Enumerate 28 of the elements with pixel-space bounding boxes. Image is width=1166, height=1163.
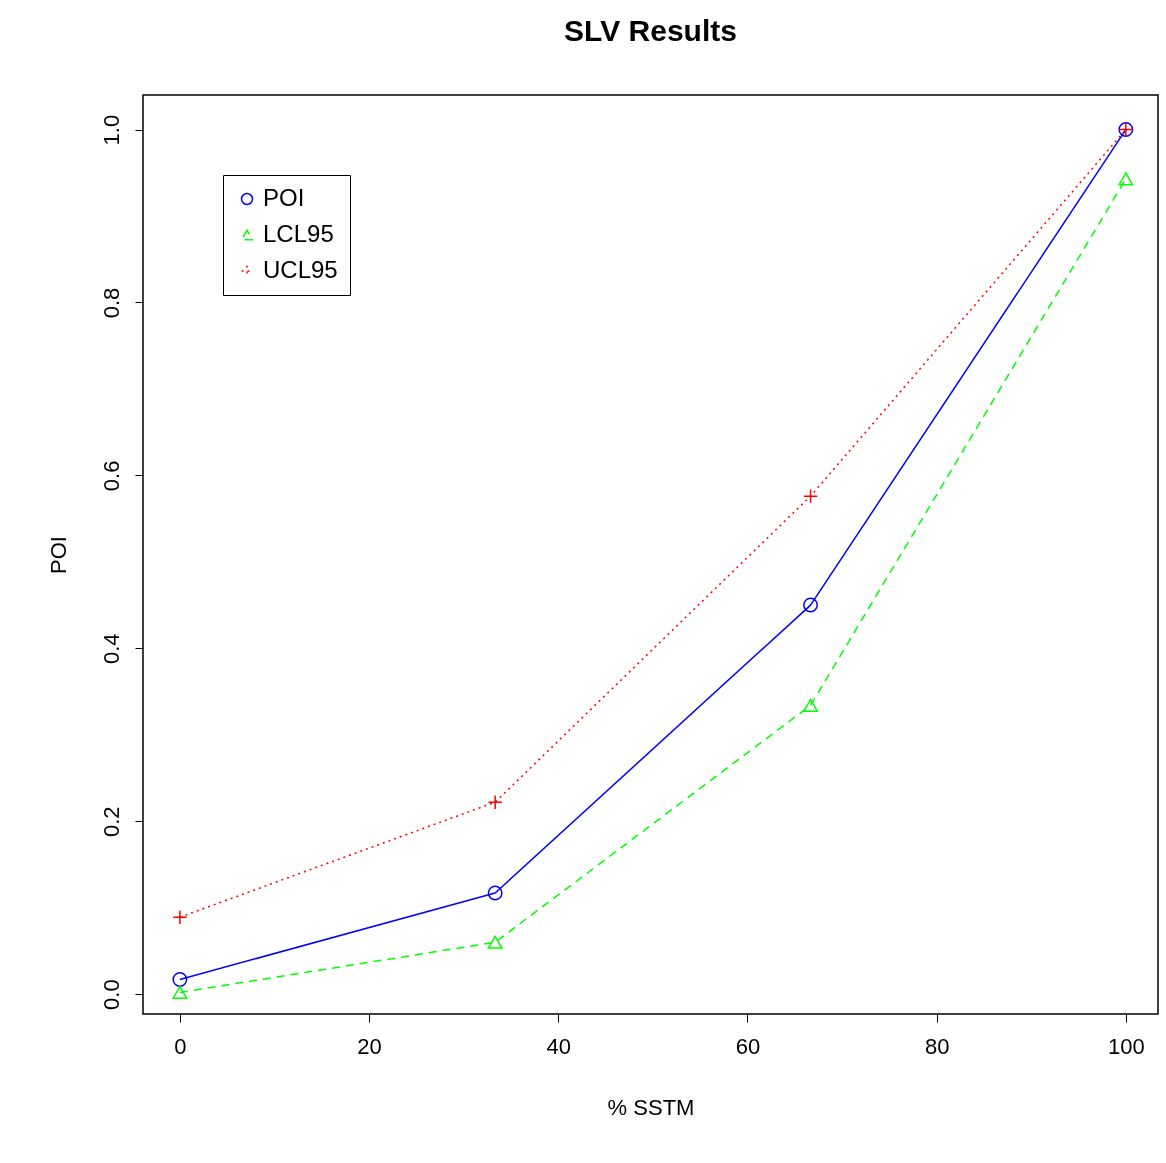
y-tick-label: 0.8 <box>98 287 124 319</box>
y-axis-title: POI <box>45 536 71 574</box>
point <box>487 794 503 810</box>
point <box>172 985 188 999</box>
point <box>487 885 503 901</box>
point <box>803 698 819 712</box>
y-tick-label: 1.0 <box>98 114 124 146</box>
x-tick-label: 20 <box>357 1033 382 1059</box>
legend-label: LCL95 <box>263 220 334 247</box>
legend-label: UCL95 <box>263 256 338 283</box>
point <box>487 935 503 949</box>
point <box>172 971 188 987</box>
x-tick-label: 100 <box>1107 1033 1145 1059</box>
point <box>803 488 819 504</box>
point <box>172 909 188 925</box>
y-tick-label: 0.0 <box>98 979 124 1010</box>
legend-label: POI <box>263 184 305 211</box>
point <box>1118 172 1134 186</box>
x-tick-label: 60 <box>735 1033 761 1059</box>
point <box>803 597 819 613</box>
y-tick-label: 0.6 <box>98 460 124 492</box>
x-tick-label: 0 <box>174 1033 187 1059</box>
x-axis-title: % SSTM <box>607 1094 695 1120</box>
chart-title: SLV Results <box>564 14 737 47</box>
x-tick-label: 80 <box>924 1033 950 1059</box>
y-tick-label: 0.2 <box>98 806 124 838</box>
x-tick-label: 40 <box>546 1033 572 1059</box>
y-tick-label: 0.4 <box>98 633 124 665</box>
